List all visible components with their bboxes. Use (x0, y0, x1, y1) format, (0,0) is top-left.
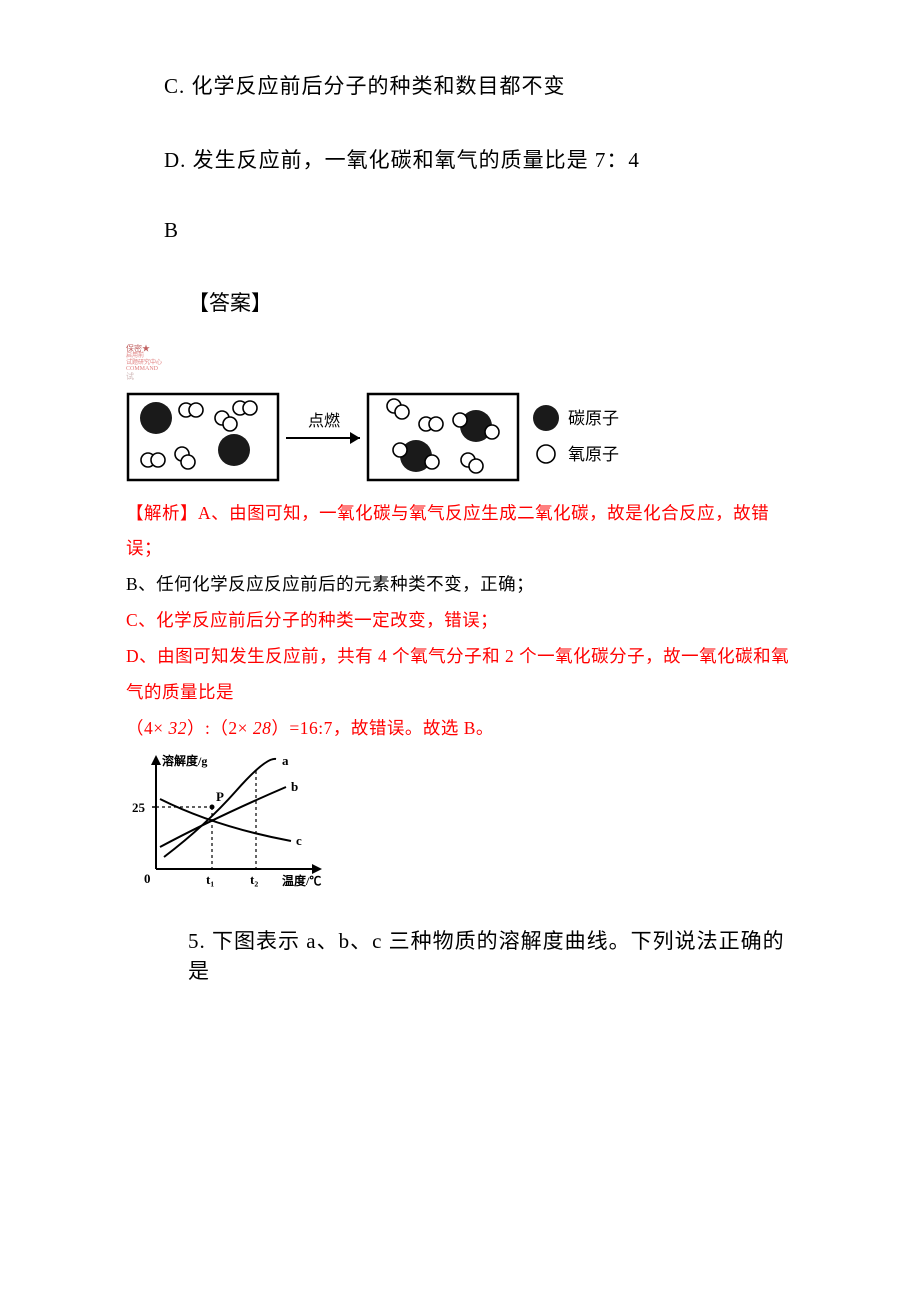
analysis-a: 【解析】A、由图可知，一氧化碳与氧气反应生成二氧化碳，故是化合反应，故错误； (126, 496, 800, 568)
solubility-chart: 溶解度/g 温度/℃ 25 a b c P t₁ t₂ 0 (126, 751, 800, 891)
stamp-line1: 保密★ (126, 345, 800, 353)
oxygen-atom (453, 413, 467, 427)
stamp-line5: 试 (126, 373, 800, 382)
analysis-block: 【解析】A、由图可知，一氧化碳与氧气反应生成二氧化碳，故是化合反应，故错误； B… (126, 496, 800, 747)
oxygen-atom (223, 417, 237, 431)
reaction-arrowhead (350, 432, 360, 444)
y-axis-arrow (151, 755, 161, 765)
origin-label: 0 (144, 871, 151, 886)
legend-carbon-icon (533, 405, 559, 431)
option-d: D. 发生反应前，一氧化碳和氧气的质量比是 7：4 (164, 144, 800, 174)
curve-c-label: c (296, 833, 302, 848)
legend-oxygen-label: 氧原子 (568, 445, 619, 464)
oxygen-atom (151, 453, 165, 467)
d2-p4: ）=16:7，故错误。故选 B。 (271, 718, 494, 738)
oxygen-atom (395, 405, 409, 419)
point-p-label: P (216, 789, 224, 804)
x-axis-label: 温度/℃ (282, 873, 321, 888)
y-tick-label: 25 (132, 800, 146, 815)
curve-b-label: b (291, 779, 298, 794)
watermark-stamp: 保密★ 启用前 试题研究中心 COMMAND 试 (126, 345, 800, 382)
answer-letter: B (164, 218, 800, 243)
legend-carbon-label: 碳原子 (568, 409, 619, 428)
legend-oxygen-icon (537, 445, 555, 463)
oxygen-atom (485, 425, 499, 439)
analysis-prefix: 【解析】 (126, 503, 198, 523)
d2-p3: 28 (253, 718, 272, 738)
option-c: C. 化学反应前后分子的种类和数目都不变 (164, 70, 800, 100)
curve-a-label: a (282, 753, 289, 768)
analysis-c: C、化学反应前后分子的种类一定改变，错误； (126, 603, 800, 639)
d2-p0: （4× (126, 718, 169, 738)
stamp-line3: 试题研究中心 (126, 360, 800, 367)
carbon-atom (140, 402, 172, 434)
x-axis-arrow (312, 864, 322, 874)
x-tick1-label: t₁ (206, 872, 214, 887)
question-5: 5. 下图表示 a、b、c 三种物质的溶解度曲线。下列说法正确的是 (188, 925, 800, 985)
y-axis-label: 溶解度/g (162, 753, 207, 768)
reaction-diagram: 点燃 碳原子 氧原子 (126, 388, 800, 488)
oxygen-atom (429, 417, 443, 431)
stamp-line4: COMMAND (126, 366, 800, 373)
oxygen-atom (243, 401, 257, 415)
d2-p1: 32 (169, 718, 188, 738)
answer-heading: 【答案】 (188, 287, 800, 317)
curve-c (160, 799, 291, 841)
arrow-label: 点燃 (308, 412, 340, 430)
x-tick2-label: t₂ (250, 872, 258, 887)
analysis-b: B、任何化学反应反应前后的元素种类不变，正确； (126, 567, 800, 603)
analysis-d2: （4× 32）:（2× 28）=16:7，故错误。故选 B。 (126, 711, 800, 747)
oxygen-atom (469, 459, 483, 473)
oxygen-atom (189, 403, 203, 417)
oxygen-atom (393, 443, 407, 457)
point-p-marker (210, 804, 215, 809)
oxygen-atom (181, 455, 195, 469)
stamp-line2: 启用前 (126, 353, 800, 360)
d2-p2: ）:（2× (187, 718, 253, 738)
carbon-atom (218, 434, 250, 466)
oxygen-atom (425, 455, 439, 469)
analysis-a-text: A、由图可知，一氧化碳与氧气反应生成二氧化碳，故是化合反应，故错误； (126, 503, 769, 559)
analysis-d1: D、由图可知发生反应前，共有 4 个氧气分子和 2 个一氧化碳分子，故一氧化碳和… (126, 639, 800, 711)
